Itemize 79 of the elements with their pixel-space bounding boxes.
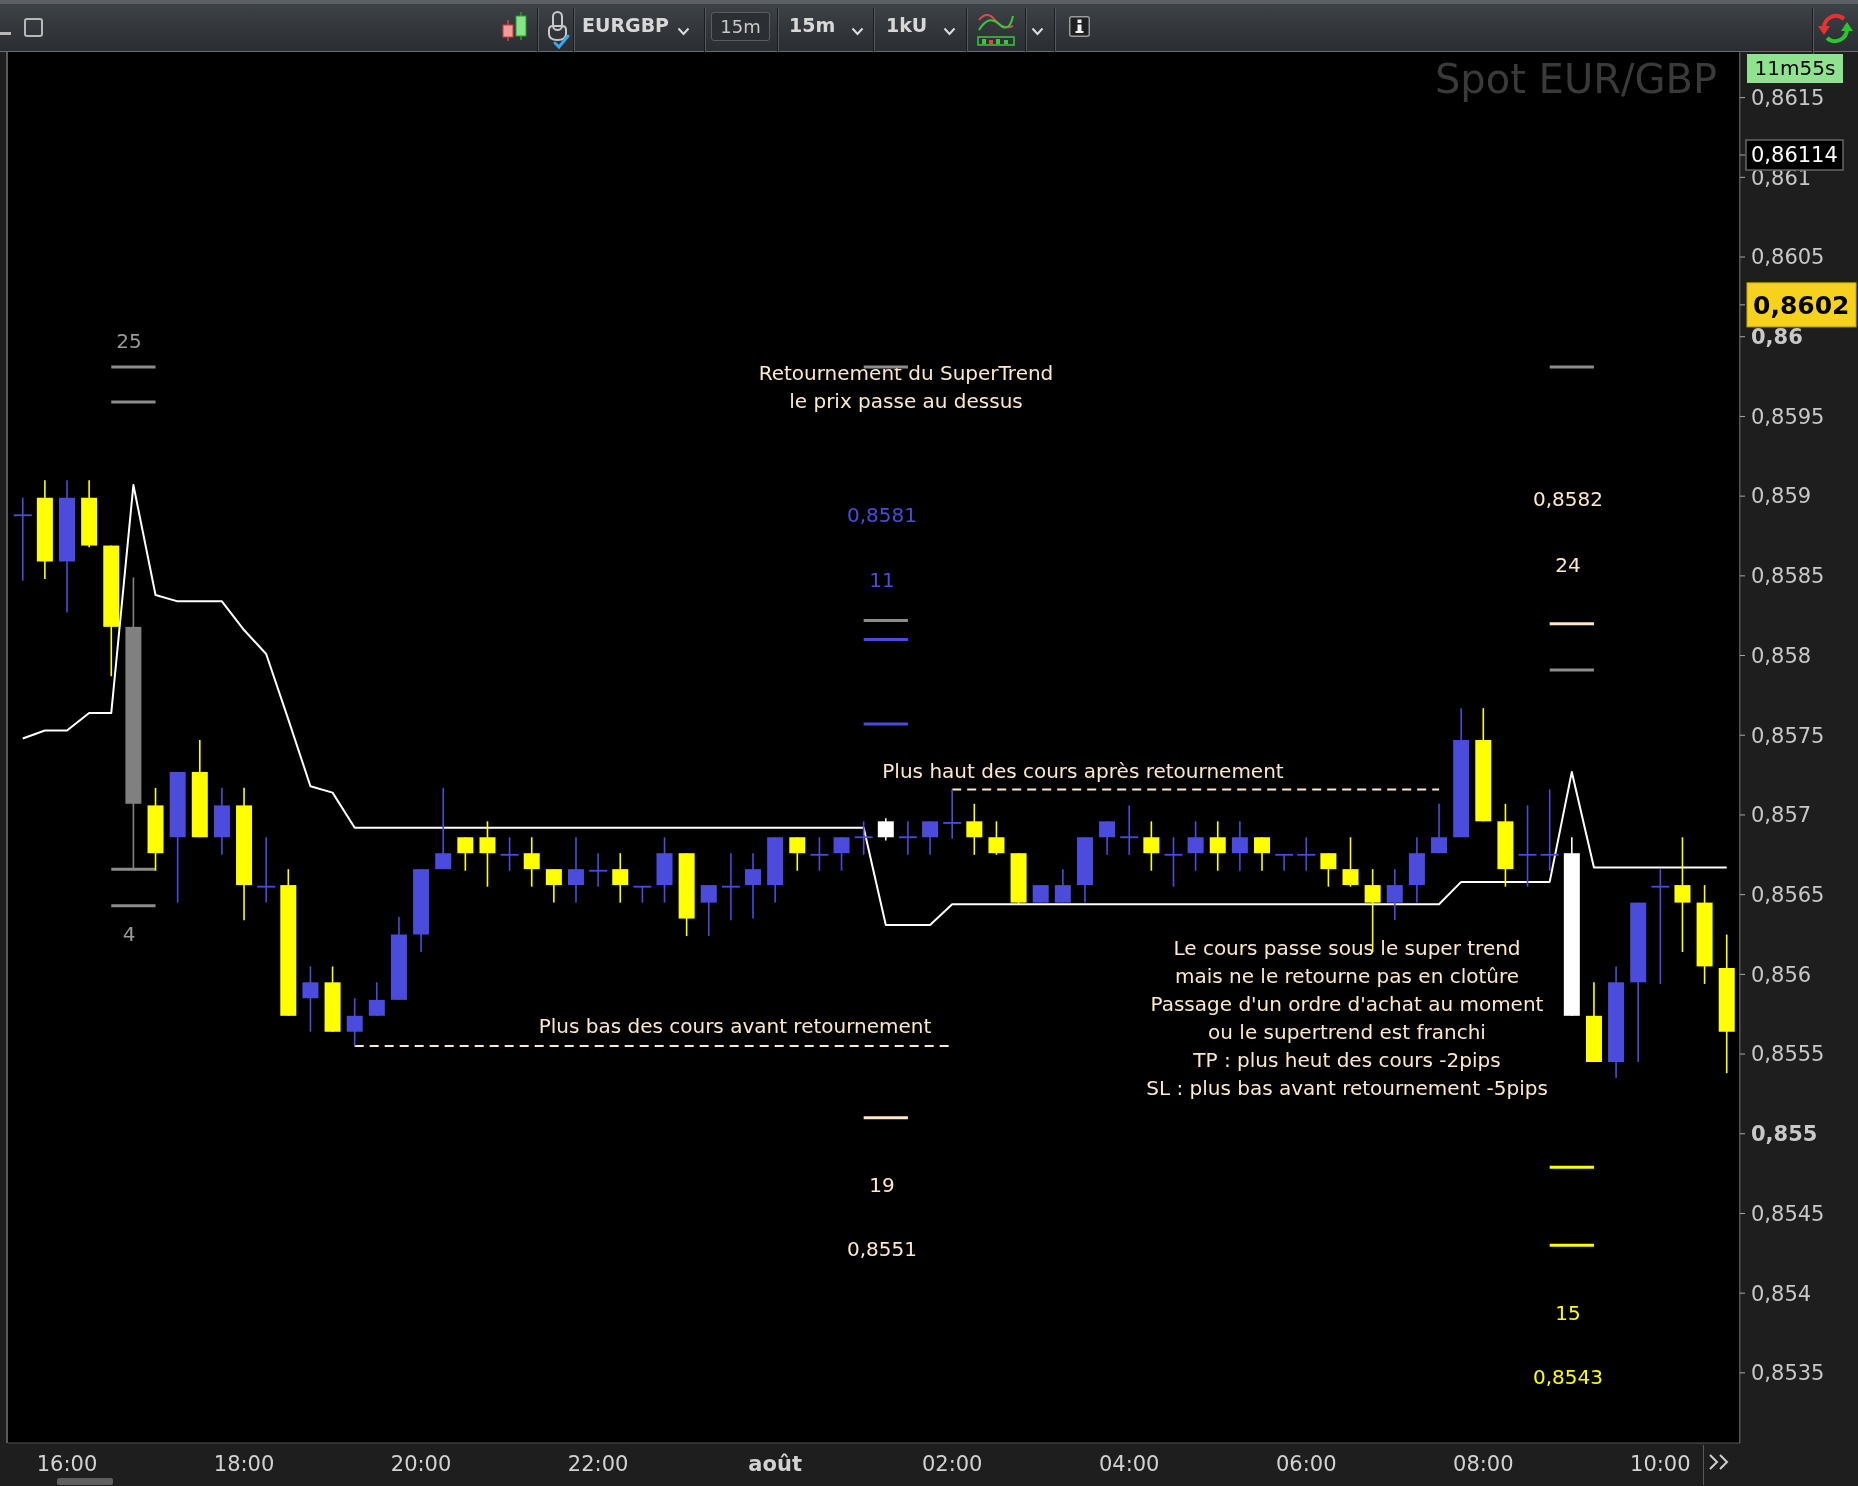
y-tick-label: 0,86114 xyxy=(1751,143,1838,168)
x-tick-label: 08:00 xyxy=(1453,1452,1514,1477)
candlestick xyxy=(789,836,806,872)
candlestick xyxy=(523,836,540,888)
y-tick-label: 0,857 xyxy=(1751,803,1812,828)
text: 15m xyxy=(711,12,770,41)
annotation: Le cours passe sous le super trend mais ne le retourne pas en clotûre Passage d'un ordre d'achat au moment ou le supertrend est franchi TP : plus heut des cours -2pips SL : plus bas avant retournement -5pips xyxy=(1146,935,1548,1102)
text: 11m55s xyxy=(1747,54,1843,83)
x-tick-label: 16:00 xyxy=(36,1452,98,1477)
x-tick-label: 20:00 xyxy=(390,1452,452,1477)
y-tick-label: 0,8545 xyxy=(1751,1201,1825,1226)
candlestick xyxy=(545,868,562,904)
y-tick-label: 0,8585 xyxy=(1751,564,1825,589)
x-tick-label: 10:00 xyxy=(1630,1452,1691,1477)
annotation: 11 xyxy=(869,567,895,594)
y-tick-label: 0,8615 xyxy=(1751,85,1825,110)
text: EURGBP xyxy=(582,14,670,36)
annotation: Retournement du SuperTrend le prix passe au dessus xyxy=(758,360,1054,415)
y-tick-label: 0,86 xyxy=(1751,325,1803,350)
candlestick xyxy=(346,997,363,1047)
candlestick xyxy=(1431,802,1448,855)
candlestick xyxy=(567,836,584,904)
candlestick xyxy=(700,884,717,937)
y-tick-label: 0,8555 xyxy=(1751,1042,1825,1067)
candlestick xyxy=(1254,836,1270,872)
annotation: Plus haut des cours après retournement xyxy=(882,758,1284,785)
annotation: 0,8551 xyxy=(847,1236,917,1263)
candlestick xyxy=(877,817,894,842)
y-tick-label: 0,855 xyxy=(1751,1122,1818,1147)
x-tick-label: 06:00 xyxy=(1276,1452,1337,1477)
candlestick xyxy=(1099,820,1116,856)
candlestick xyxy=(479,820,496,888)
candlestick xyxy=(988,820,1005,856)
annotation: Plus bas des cours avant retournement xyxy=(538,1013,932,1040)
candlestick xyxy=(1231,820,1248,872)
candlestick xyxy=(966,802,983,856)
candlestick xyxy=(612,852,629,904)
candlestick xyxy=(1187,820,1204,872)
x-tick-label: 04:00 xyxy=(1098,1452,1160,1477)
text: 1kU xyxy=(886,14,928,36)
y-tick-label: 0,856 xyxy=(1751,962,1812,987)
annotation: 15 xyxy=(1555,1300,1581,1327)
annotation: 0,8543 xyxy=(1533,1364,1603,1391)
annotation: 4 xyxy=(122,921,136,948)
candlestick xyxy=(1209,820,1226,872)
x-tick-label: 02:00 xyxy=(921,1452,983,1477)
y-tick-label: 0,858 xyxy=(1751,643,1812,668)
candlestick xyxy=(302,965,319,1033)
x-tick-label: 18:00 xyxy=(213,1452,275,1477)
candlestick xyxy=(1342,836,1359,888)
text: 15m xyxy=(789,14,836,36)
annotation: 0,8581 xyxy=(847,502,917,529)
y-tick-label: 0,8595 xyxy=(1751,404,1825,429)
y-tick-label: 0,8575 xyxy=(1751,723,1825,748)
candlestick xyxy=(922,820,939,856)
candlestick xyxy=(1054,868,1071,904)
candlestick xyxy=(1320,852,1337,888)
y-tick-label: 0,8535 xyxy=(1751,1361,1825,1386)
x-tick-label: août xyxy=(748,1452,802,1477)
y-tick-label: 0,8565 xyxy=(1751,883,1825,907)
annotation: 24 xyxy=(1555,552,1581,579)
annotation: 25 xyxy=(116,328,142,355)
candlestick xyxy=(368,981,385,1017)
candlestick xyxy=(1386,868,1403,921)
candlestick xyxy=(435,787,452,870)
line-series xyxy=(21,483,1728,926)
annotation: 0,8582 xyxy=(1533,486,1603,513)
candlestick xyxy=(1143,820,1160,872)
candlestick xyxy=(745,852,762,920)
x-tick-label: 22:00 xyxy=(567,1452,629,1477)
y-tick-label: 0,8602 xyxy=(1753,290,1850,320)
y-tick-label: 0,854 xyxy=(1751,1281,1812,1306)
y-tick-label: 0,8605 xyxy=(1751,245,1825,270)
candlestick xyxy=(833,836,850,872)
candlestick xyxy=(1674,836,1691,953)
annotation: 19 xyxy=(869,1172,895,1199)
chart-title: Spot EUR/GBP xyxy=(1434,56,1717,102)
y-tick-label: 0,859 xyxy=(1751,484,1812,509)
candlestick xyxy=(457,836,474,872)
